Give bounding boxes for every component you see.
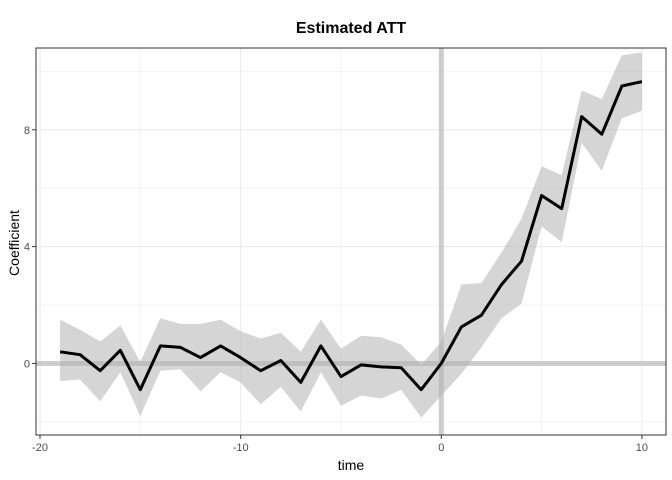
att-line-group xyxy=(59,80,643,392)
x-tick-label: 10 xyxy=(636,442,648,454)
x-tick-label: -10 xyxy=(233,442,249,454)
axis-ticks: -20 -10 0 10 0 4 8 xyxy=(24,125,648,454)
confidence-band xyxy=(60,52,642,418)
plot-panel-border xyxy=(35,47,667,436)
confidence-band-group xyxy=(60,52,642,418)
y-tick-label: 4 xyxy=(24,242,30,254)
y-tick-label: 8 xyxy=(24,125,30,137)
x-tick-label: -20 xyxy=(32,442,48,454)
x-axis-title: time xyxy=(338,457,365,473)
y-tick-label: 0 xyxy=(24,358,30,370)
att-series-line xyxy=(59,80,643,392)
y-axis-title: Coefficient xyxy=(6,210,22,276)
chart-title: Estimated ATT xyxy=(296,20,406,37)
x-tick-label: 0 xyxy=(438,442,444,454)
